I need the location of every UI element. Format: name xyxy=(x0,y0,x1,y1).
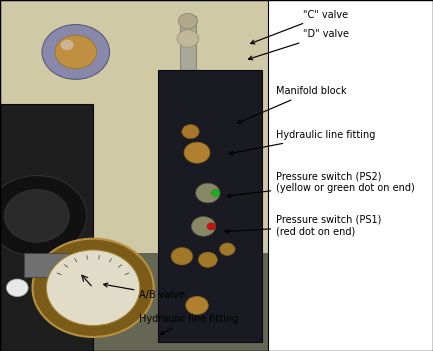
Bar xyxy=(0,253,268,351)
Text: Manifold block: Manifold block xyxy=(238,86,347,123)
Circle shape xyxy=(46,250,140,326)
Circle shape xyxy=(211,190,220,197)
Circle shape xyxy=(32,239,154,337)
Bar xyxy=(0,0,268,253)
Bar xyxy=(0,104,93,351)
Circle shape xyxy=(42,25,110,79)
Text: "C" valve: "C" valve xyxy=(251,10,348,44)
Text: Hydraulic line fitting: Hydraulic line fitting xyxy=(139,314,239,335)
Text: Pressure switch (PS2)
(yellow or green dot on end): Pressure switch (PS2) (yellow or green d… xyxy=(227,171,415,198)
Circle shape xyxy=(184,142,210,163)
Circle shape xyxy=(191,217,216,236)
Circle shape xyxy=(207,223,216,230)
Text: Pressure switch (PS1)
(red dot on end): Pressure switch (PS1) (red dot on end) xyxy=(225,215,381,237)
Text: A/B valve: A/B valve xyxy=(103,283,185,300)
Circle shape xyxy=(171,247,193,265)
Circle shape xyxy=(220,243,235,256)
Circle shape xyxy=(0,176,87,256)
Circle shape xyxy=(196,183,220,203)
Circle shape xyxy=(198,252,217,267)
Bar xyxy=(24,253,95,277)
Circle shape xyxy=(177,30,199,47)
Text: "D" valve: "D" valve xyxy=(249,29,349,60)
Circle shape xyxy=(6,279,28,297)
Circle shape xyxy=(4,190,69,242)
Bar xyxy=(268,0,433,351)
Circle shape xyxy=(182,125,199,139)
Circle shape xyxy=(55,35,97,69)
Circle shape xyxy=(186,296,208,314)
Circle shape xyxy=(178,13,197,29)
Text: Hydraulic line fitting: Hydraulic line fitting xyxy=(229,130,376,155)
Bar xyxy=(0,0,268,351)
Bar xyxy=(180,16,196,114)
Bar xyxy=(158,70,262,342)
Circle shape xyxy=(61,40,74,50)
